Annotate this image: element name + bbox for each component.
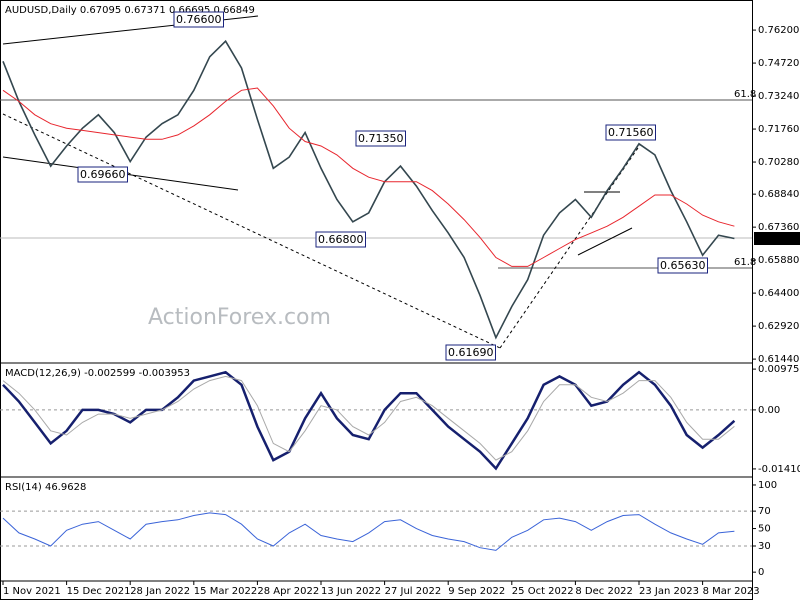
- price-label: 0.71350: [358, 132, 404, 145]
- price-label: 0.69660: [80, 168, 126, 181]
- y-tick-label: 0: [758, 567, 764, 578]
- y-tick-label: 0.71760: [758, 124, 799, 135]
- label-box: [77, 166, 128, 183]
- series-line: [2, 39, 735, 340]
- trend-line: [577, 227, 633, 256]
- y-tick-label: 0.00: [758, 405, 780, 416]
- y-tick-label: 0.61440: [758, 354, 799, 365]
- fib-label: 61.8: [734, 89, 756, 100]
- x-tick-label: 9 Sep 2022: [448, 586, 505, 597]
- label-box: [657, 257, 708, 274]
- series-line: [2, 375, 735, 461]
- rsi-title: RSI(14) 46.9628: [5, 482, 86, 493]
- x-tick-label: 27 Jul 2022: [385, 586, 442, 597]
- y-tick-label: 0.67360: [758, 222, 799, 233]
- y-tick-label: 0.009751: [758, 364, 800, 375]
- price-label: 0.65630: [660, 259, 706, 272]
- series-line: [2, 512, 735, 551]
- x-tick-label: 23 Jan 2023: [639, 586, 699, 597]
- series-line: [2, 87, 735, 267]
- y-tick-label: 0.70280: [758, 157, 799, 168]
- x-tick-label: 13 Jun 2022: [321, 586, 381, 597]
- label-box: [315, 231, 366, 248]
- y-tick-label: 0.68840: [758, 189, 799, 200]
- x-tick-label: 8 Mar 2023: [703, 586, 760, 597]
- x-tick-label: 28 Jan 2022: [130, 586, 190, 597]
- x-tick-label: 28 Apr 2022: [257, 586, 319, 597]
- fib-label: 61.8: [734, 257, 756, 268]
- y-tick-label: 0.62920: [758, 321, 799, 332]
- price-label: 0.76600: [176, 13, 222, 26]
- label-box: [355, 130, 406, 147]
- y-tick-label: 100: [758, 480, 777, 491]
- price-label: 0.71560: [608, 126, 654, 139]
- price-label: 0.66800: [318, 233, 364, 246]
- y-tick-label: 0.73240: [758, 91, 799, 102]
- watermark: ActionForex.com: [148, 305, 331, 330]
- current-price: 0.66849: [757, 233, 798, 244]
- y-tick-label: -0.014107: [758, 464, 800, 475]
- x-tick-label: 15 Mar 2022: [194, 586, 257, 597]
- y-tick-label: 30: [758, 541, 771, 552]
- series-line: [2, 370, 736, 471]
- y-tick-label: 0.64400: [758, 288, 799, 299]
- y-tick-label: 0.76200: [758, 25, 799, 36]
- current-price-box: [754, 232, 800, 245]
- price-label: 0.61690: [448, 346, 494, 359]
- y-tick-label: 70: [758, 506, 771, 517]
- trend-line: [2, 113, 501, 349]
- label-box: [445, 344, 496, 361]
- x-tick-label: 15 Dec 2021: [67, 586, 131, 597]
- macd-title: MACD(12,26,9) -0.002599 -0.003953: [5, 368, 190, 379]
- chart-title: AUDUSD,Daily 0.67095 0.67371 0.66695 0.6…: [5, 5, 255, 16]
- y-tick-label: 50: [758, 524, 771, 535]
- x-tick-label: 1 Nov 2021: [3, 586, 61, 597]
- x-tick-label: 8 Dec 2022: [575, 586, 633, 597]
- trend-line: [499, 144, 641, 349]
- label-box: [173, 11, 224, 28]
- label-box: [605, 124, 656, 141]
- y-tick-label: 0.65880: [758, 255, 799, 266]
- x-tick-label: 25 Oct 2022: [512, 586, 574, 597]
- y-tick-label: 0.74720: [758, 58, 799, 69]
- frame: [0, 0, 753, 600]
